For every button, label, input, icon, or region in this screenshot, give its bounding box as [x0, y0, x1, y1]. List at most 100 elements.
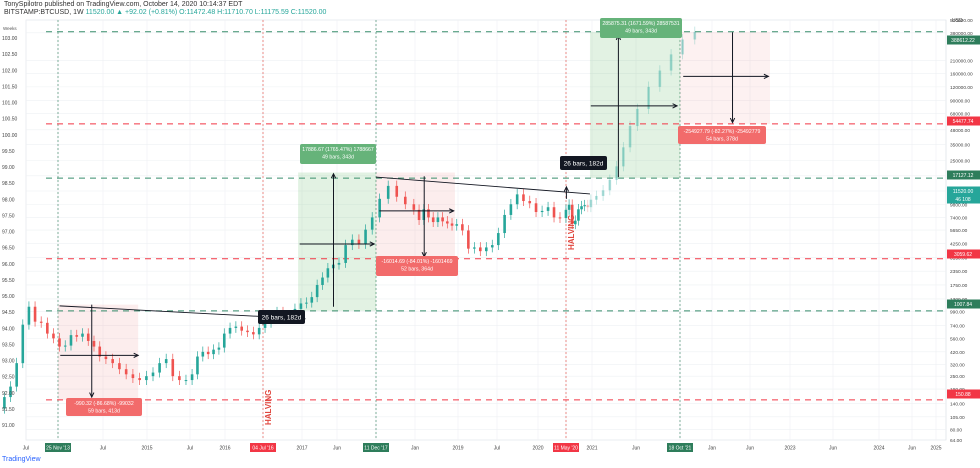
candle-body	[583, 205, 586, 207]
candle-body	[479, 247, 482, 252]
candle-body	[151, 372, 155, 377]
candle-body	[111, 359, 114, 364]
measure-arrow-v-2017-head	[330, 172, 337, 179]
candle-body	[693, 31, 697, 40]
candle-body	[484, 247, 488, 252]
x-tick-label-12: Jul	[494, 446, 500, 452]
candle-body	[190, 374, 194, 381]
left-tick-label: 93.00	[2, 359, 15, 365]
price-tag-label-1: 54477.74	[953, 119, 974, 125]
halving-label-1: HALVING	[567, 215, 576, 250]
candle-body	[461, 224, 464, 231]
candle-body	[490, 245, 494, 248]
bull-zone-2017	[298, 172, 376, 311]
right-tick-label: 990.00	[950, 310, 965, 316]
candle-body	[3, 397, 6, 409]
candle-body	[196, 356, 199, 375]
candle-body	[564, 209, 568, 219]
candle-body	[628, 126, 632, 148]
price-tag-label-6: 1007.84	[954, 302, 972, 308]
left-tick-label: 100.50	[2, 117, 18, 123]
candle-body	[326, 268, 330, 278]
price-tag-2	[947, 170, 980, 180]
measure-bars-3: 49 bars, 343d	[625, 29, 657, 35]
candle-body	[178, 376, 181, 381]
x-tick-label-24: 2025	[930, 446, 941, 452]
left-tick-label: 97.50	[2, 213, 15, 219]
right-tick-label: 140.00	[950, 401, 965, 407]
x-tick-label-23: Jun	[908, 446, 916, 452]
candle-body	[257, 327, 261, 335]
price-tag-label-5: 3059.62	[954, 252, 972, 258]
candle-body	[234, 326, 238, 328]
left-tick-label: 94.00	[2, 326, 15, 332]
right-tick-label: 500000.00	[950, 18, 973, 24]
measure-value-1: 17886.67 (1765.47%) 1788667	[302, 147, 374, 153]
measure-value-2: -16014.69 (-84.01%) -1601469	[382, 259, 453, 265]
right-tick-label: 4250.00	[950, 241, 968, 247]
measure-bars-1: 49 bars, 343d	[322, 155, 354, 161]
x-tick-label-3: 2015	[141, 446, 152, 452]
measure-arrow-h-2022-head	[763, 73, 770, 80]
left-tick-label: 99.00	[2, 165, 15, 171]
right-tick-label: 68000.00	[950, 111, 970, 117]
right-tick-label: 7400.00	[950, 215, 968, 221]
candle-body	[184, 380, 188, 382]
symbol-name: BITSTAMP:BTCUSD, 1W	[4, 9, 84, 16]
price-tag-label-3: 11520.00	[953, 189, 974, 195]
candle-body	[69, 335, 73, 346]
measure-box-4	[678, 126, 766, 144]
measure-arrow-h-2014-head	[133, 352, 140, 358]
bear-zone-2022	[680, 31, 770, 124]
candle-body	[567, 204, 571, 210]
candle-body	[386, 185, 390, 199]
right-tick-label: 105.00	[950, 415, 965, 421]
candle-body	[515, 194, 519, 205]
right-tick-label: 25000.00	[950, 158, 970, 164]
candle-body	[92, 340, 96, 347]
measure-arrow-v-2014-head	[89, 392, 95, 399]
left-tick-label: 94.50	[2, 310, 15, 316]
candle-body	[441, 217, 444, 222]
measure-bars-0: 59 bars, 413d	[88, 409, 120, 415]
candle-body	[21, 324, 25, 364]
candle-body	[27, 306, 31, 325]
candle-body	[615, 166, 618, 180]
halving-label-0: HALVING	[264, 390, 273, 425]
candle-body	[417, 209, 421, 221]
x-tick-highlight-14	[553, 443, 579, 452]
candle-body	[370, 217, 374, 230]
price-tag-5	[947, 249, 980, 259]
candle-body	[658, 70, 662, 87]
measure-box-1	[300, 144, 376, 164]
candle-body	[9, 386, 12, 398]
candle-body	[558, 217, 562, 219]
price-tag-7	[947, 389, 980, 399]
x-tick-label-10: Jan	[411, 446, 419, 452]
x-tick-label-19: Jun	[746, 446, 754, 452]
price-tag-label-0: 388612.22	[951, 38, 975, 44]
candle-body	[52, 333, 55, 339]
left-tick-label: 100.00	[2, 133, 18, 139]
left-tick-label: 91.00	[2, 423, 15, 429]
measure-value-3: 285875.31 (1671.59%) 28587531	[602, 21, 679, 27]
right-tick-label: 320.00	[950, 363, 965, 369]
right-tick-label: 1750.00	[950, 283, 968, 289]
candle-body	[118, 363, 121, 370]
publisher-line: TonySpilotro published on TradingView.co…	[4, 1, 243, 8]
candle-body	[104, 356, 108, 360]
candle-body	[574, 220, 577, 225]
candle-body	[315, 284, 319, 298]
candle-body	[427, 209, 430, 218]
candle-body	[589, 199, 593, 208]
left-tick-label: 103.00	[2, 36, 18, 42]
candle-body	[240, 326, 243, 331]
measure-bars-4: 54 bars, 378d	[706, 137, 738, 143]
left-tick-label: 97.00	[2, 230, 15, 236]
candle-body	[217, 347, 221, 350]
left-tick-label: 99.50	[2, 149, 15, 155]
bars-range-arrow-2020-head	[563, 185, 570, 192]
left-tick-label: 91.50	[2, 407, 15, 413]
